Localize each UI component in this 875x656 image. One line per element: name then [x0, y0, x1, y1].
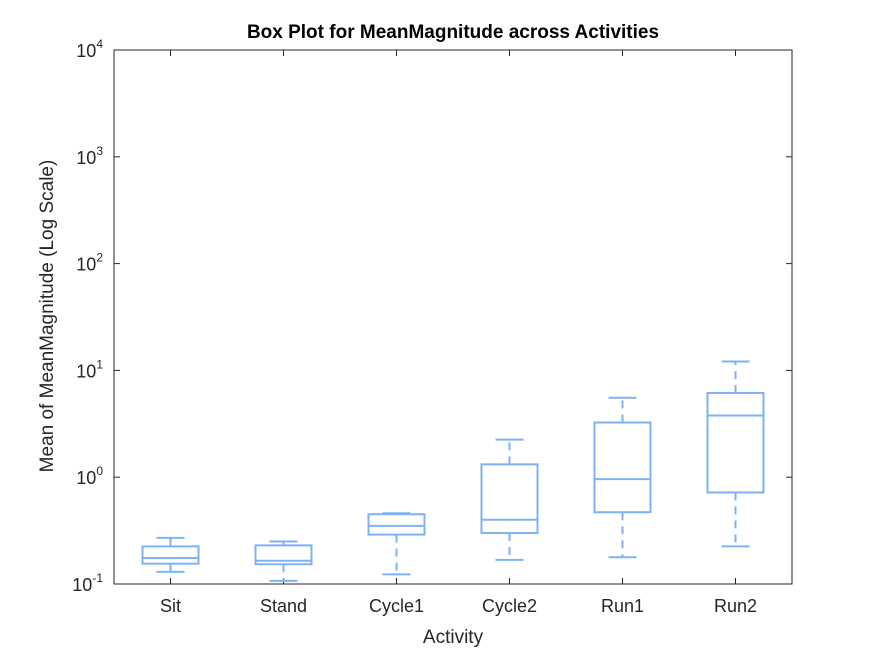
x-tick-label: Run2 [714, 596, 757, 616]
box-iqr [141, 545, 200, 565]
y-tick-label-exponent: 1 [96, 357, 103, 371]
y-tick-label: 101 [76, 357, 103, 381]
box-iqr [480, 463, 539, 535]
x-tick-label: Run1 [601, 596, 644, 616]
y-tick-label: 10-1 [72, 571, 103, 595]
box-iqr [254, 544, 313, 566]
x-tick-label: Stand [260, 596, 307, 616]
y-tick-label-base: 10 [72, 575, 92, 595]
y-tick-label-base: 10 [76, 361, 96, 381]
x-tick-label: Cycle2 [482, 596, 537, 616]
x-axis-label: Activity [423, 627, 484, 648]
y-tick-label-base: 10 [76, 41, 96, 61]
y-axis-label: Mean of MeanMagnitude (Log Scale) [37, 160, 58, 473]
y-tick-label-base: 10 [76, 468, 96, 488]
y-tick-label-exponent: 2 [96, 251, 103, 265]
y-tick-label-base: 10 [76, 148, 96, 168]
y-tick-label: 104 [76, 37, 103, 61]
y-tick-label: 100 [76, 464, 103, 488]
y-tick-label-exponent: 0 [96, 464, 103, 478]
chart-title: Box Plot for MeanMagnitude across Activi… [247, 22, 659, 43]
y-tick-label-exponent: -1 [92, 571, 103, 585]
axes-frame [113, 49, 793, 585]
y-tick-label: 102 [76, 251, 103, 275]
box-iqr [706, 391, 765, 494]
box-iqr [593, 421, 652, 514]
y-tick-label: 103 [76, 144, 103, 168]
y-tick-label-base: 10 [76, 255, 96, 275]
x-tick-label: Cycle1 [369, 596, 424, 616]
y-tick-label-exponent: 4 [96, 37, 103, 51]
x-tick-label: Sit [160, 596, 181, 616]
box-iqr [367, 513, 426, 536]
y-tick-label-exponent: 3 [96, 144, 103, 158]
